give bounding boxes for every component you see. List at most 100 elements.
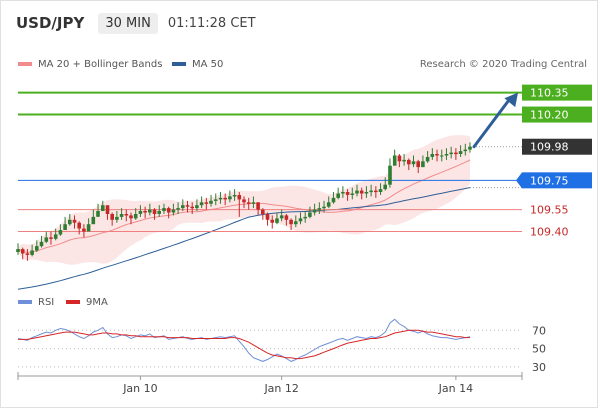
candle-body [279, 215, 284, 219]
candle-body [345, 192, 350, 195]
candle-body [378, 189, 383, 192]
candle-body [119, 214, 124, 217]
candle-body [218, 197, 223, 200]
candle-body [289, 219, 293, 225]
timeframe-badge[interactable]: 30 MIN [98, 12, 158, 34]
candle-body [204, 202, 209, 204]
level-labels: 110.35 110.20 109.98 109.75 109.55 109.40 [516, 84, 592, 239]
candle-body [275, 218, 279, 223]
candle-body [261, 209, 265, 214]
forecast-arrow-head [504, 92, 518, 108]
ma20-legend-label: MA 20 + Bollinger Bands [38, 59, 162, 70]
candle-body [322, 206, 326, 209]
candle-body [30, 250, 34, 255]
candle-body [444, 154, 449, 156]
candle-body [454, 152, 458, 155]
x-axis: Jan 10 Jan 12 Jan 14 [17, 372, 523, 395]
candle-body [110, 214, 114, 220]
candle-body [223, 197, 227, 200]
candle-body [435, 154, 439, 156]
candle-body [359, 190, 364, 194]
candle-body [425, 157, 430, 162]
candle-body [364, 192, 369, 194]
candle-body [209, 200, 213, 204]
candle-body [388, 165, 392, 185]
candle-body [298, 218, 303, 222]
candle-body [228, 196, 232, 200]
candle-body [416, 161, 420, 168]
candle-body [312, 209, 317, 213]
ma50-legend-label: MA 50 [192, 59, 223, 70]
candle-body [20, 249, 25, 254]
candle-body [152, 209, 157, 214]
candle-body [171, 209, 176, 213]
candle-body [383, 184, 387, 190]
candle-body [458, 151, 463, 154]
level-label-pointer [516, 172, 522, 189]
candle-body [237, 195, 242, 200]
candle-body [96, 211, 100, 217]
forecast-arrow-shaft [472, 97, 512, 149]
candle-body [439, 155, 444, 157]
symbol-label: USD/JPY [16, 14, 85, 32]
level-label: 109.40 [530, 226, 569, 239]
candle-body [181, 205, 185, 209]
level-label-box [522, 106, 592, 123]
forecast-arrow [472, 92, 518, 149]
candle-body [115, 216, 119, 220]
candle-body [251, 202, 256, 204]
rsi-panel: 70 50 30 [17, 318, 546, 374]
credit-label: Research © 2020 Trading Central [420, 59, 587, 70]
level-label-box [522, 138, 592, 155]
candle-body [58, 230, 63, 235]
rsi-tick-label: 30 [532, 361, 546, 374]
candle-body [242, 199, 246, 203]
candle-body [86, 224, 91, 232]
candle-body [430, 154, 435, 157]
candle-body [374, 190, 378, 193]
ma20-legend-swatch [18, 62, 32, 66]
rsi-ma-legend-swatch [66, 300, 80, 304]
candle-body [195, 205, 199, 209]
candle-body [246, 202, 251, 204]
candle-body [392, 155, 397, 166]
candle-body [468, 146, 472, 150]
ma50-line [17, 187, 471, 290]
candle-body [133, 214, 138, 219]
level-label: 109.75 [530, 174, 569, 187]
candle-body [176, 208, 180, 210]
rsi-legend-swatch [18, 300, 32, 304]
candle-body [63, 224, 67, 230]
candle-body [331, 197, 336, 203]
level-label: 109.98 [530, 141, 569, 154]
level-label: 109.55 [530, 204, 569, 217]
rsi-line [17, 318, 471, 362]
candle-body [25, 253, 30, 255]
x-axis-label: Jan 10 [122, 382, 157, 395]
candle-body [265, 214, 270, 220]
x-axis-label: Jan 12 [263, 382, 298, 395]
rsi-ma-legend-label: 9MA [86, 297, 108, 308]
candle-body [138, 211, 143, 214]
candle-body [190, 206, 194, 209]
main-legend: MA 20 + Bollinger Bands MA 50 [18, 59, 223, 70]
candle-body [232, 195, 237, 197]
candle-body [166, 208, 171, 213]
candle-body [336, 193, 340, 198]
candle-body [157, 211, 161, 214]
candle-body [162, 208, 166, 211]
candle-body [294, 221, 298, 225]
candle-body [143, 211, 147, 213]
candle-body [402, 159, 406, 162]
candle-body [124, 214, 129, 216]
candle-body [44, 237, 49, 242]
candle-body [270, 219, 274, 223]
candle-body [213, 199, 218, 201]
level-label: 110.20 [530, 109, 569, 122]
candle-body [369, 190, 373, 193]
candle-body [411, 161, 416, 165]
candle-body [317, 208, 322, 210]
rsi-legend: RSI 9MA [18, 297, 108, 308]
price-levels [18, 91, 522, 233]
candle-body [355, 190, 359, 194]
